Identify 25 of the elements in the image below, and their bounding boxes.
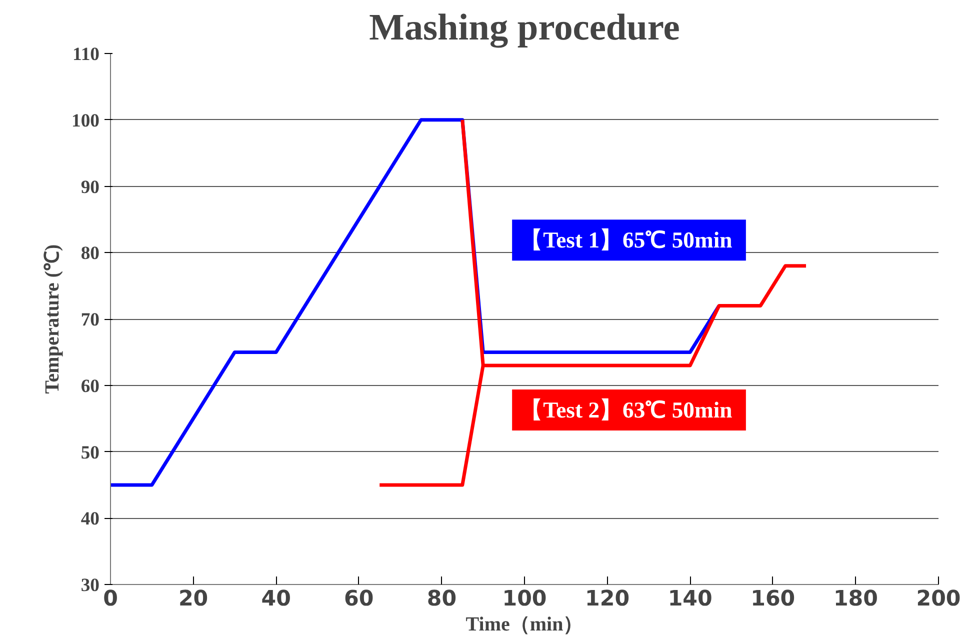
x-tick-label: 140 xyxy=(668,586,712,612)
x-tick-label: 100 xyxy=(502,586,547,612)
y-tick-label: 50 xyxy=(80,442,100,464)
x-tick-label: 200 xyxy=(916,586,961,612)
x-tick-label: 80 xyxy=(426,586,457,612)
x-tick-label: 40 xyxy=(261,586,291,612)
x-tick-label: 180 xyxy=(833,586,878,612)
text: 【Test 1】65℃ 50min xyxy=(520,228,733,253)
chart-title: Mashing procedure xyxy=(369,8,680,48)
x-tick-label: 20 xyxy=(178,586,208,612)
y-tick-label: 70 xyxy=(80,310,100,330)
x-tick-label: 160 xyxy=(750,586,796,612)
y-axis-title: Temperature (℃) xyxy=(42,244,64,394)
y-tick-label: 100 xyxy=(72,110,100,132)
y-tick-label: 110 xyxy=(72,44,100,65)
y-tick-label: 40 xyxy=(80,508,100,530)
x-tick-label: 60 xyxy=(344,586,374,612)
series-label: 【Test 2】63℃ 50min xyxy=(520,398,733,423)
y-tick-label: 80 xyxy=(80,243,100,264)
y-tick-label: 30 xyxy=(80,575,100,596)
x-axis-title: Time（min） xyxy=(466,614,584,636)
x-tick-label: 120 xyxy=(585,586,630,612)
y-tick-label: 60 xyxy=(80,376,100,397)
x-tick-label: 0 xyxy=(103,586,118,612)
y-tick-label: 90 xyxy=(80,176,100,198)
